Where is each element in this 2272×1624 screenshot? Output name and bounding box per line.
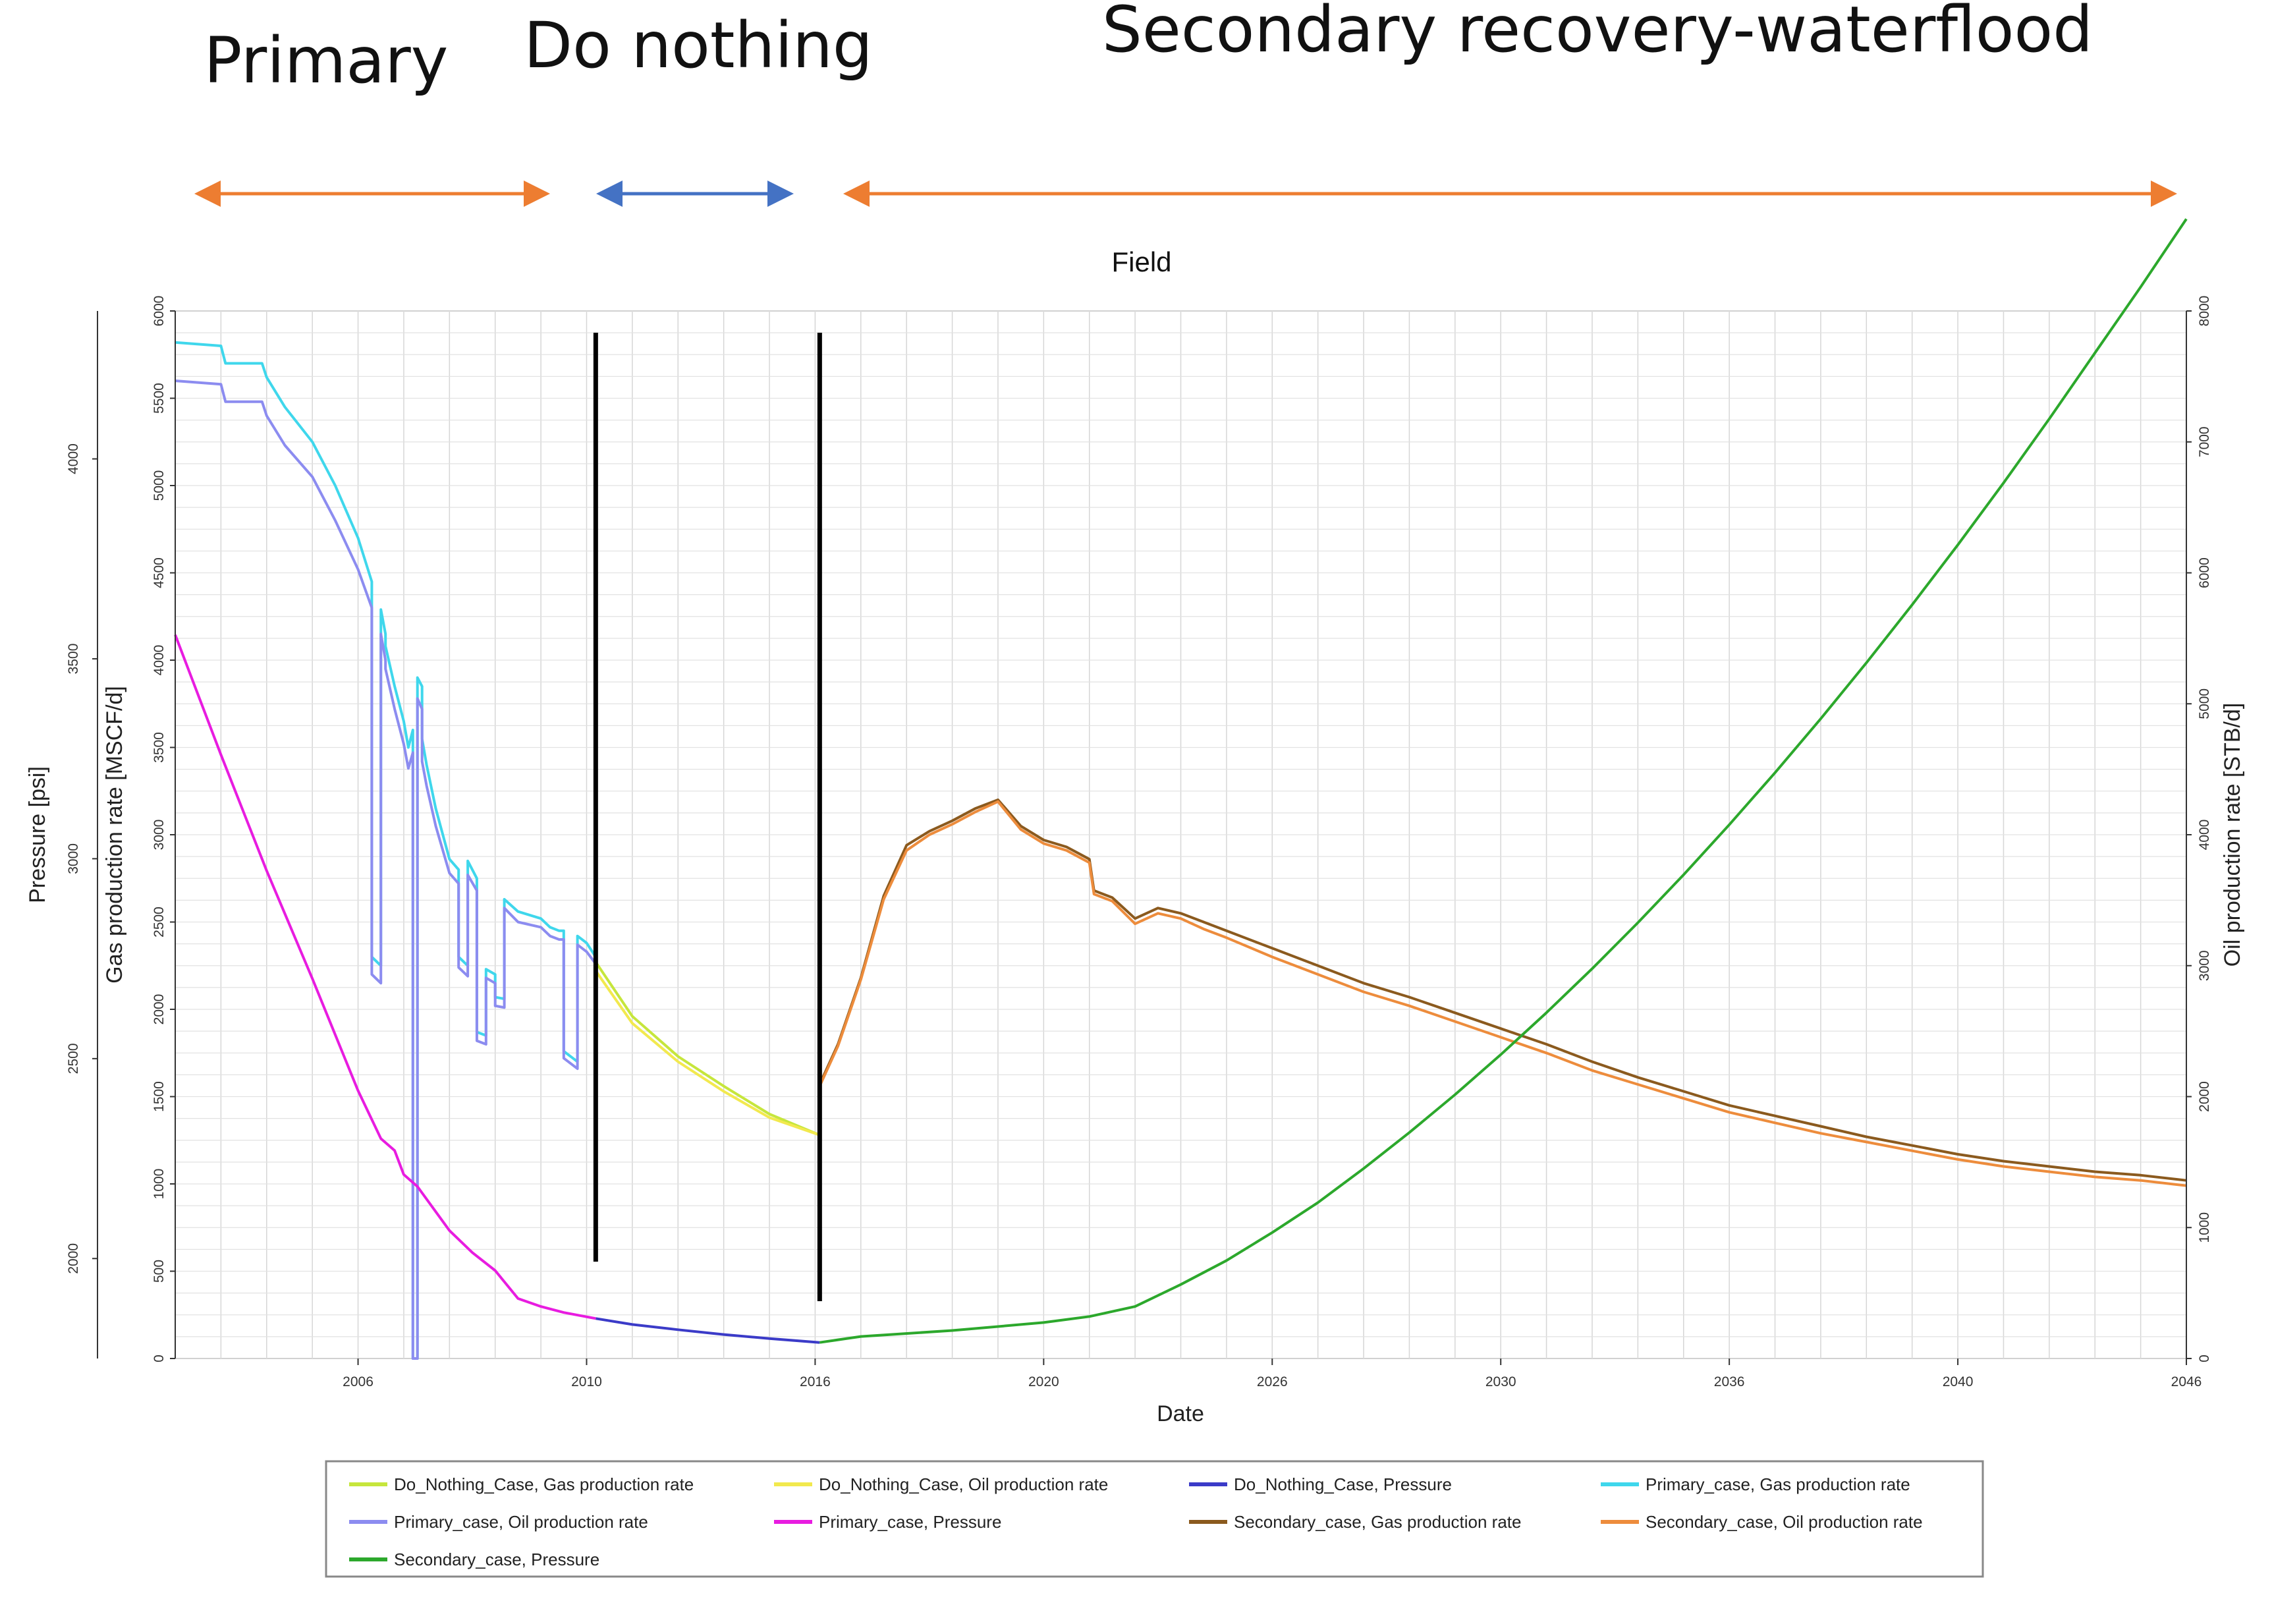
x-tick-label: 2036 — [1714, 1374, 1745, 1389]
gas-tick-label: 4500 — [152, 557, 167, 588]
x-tick-label: 2016 — [800, 1374, 831, 1389]
pressure-tick-label: 3000 — [66, 843, 81, 874]
oil-tick-label: 5000 — [2197, 688, 2212, 719]
x-tick-label: 2040 — [1943, 1374, 1974, 1389]
legend-label-secondary-case-pressure: Secondary_case, Pressure — [394, 1550, 599, 1569]
legend-label-do-nothing-case-oil-production-rate: Do_Nothing_Case, Oil production rate — [819, 1474, 1108, 1494]
grid — [175, 310, 2187, 1359]
series-layer — [174, 218, 2188, 1360]
series-line-do-nothing-case-oil-production-rate — [594, 970, 820, 1136]
x-tick-label: 2020 — [1028, 1374, 1059, 1389]
legend-label-secondary-case-oil-production-rate: Secondary_case, Oil production rate — [1646, 1512, 1923, 1532]
series-line-primary-case-gas-production-rate — [175, 341, 597, 1360]
gas-tick-label: 2000 — [152, 994, 167, 1025]
oil-tick-label: 8000 — [2197, 296, 2212, 327]
legend-label-primary-case-gas-production-rate: Primary_case, Gas production rate — [1646, 1474, 1910, 1494]
series-line-secondary-case-pressure — [819, 218, 2188, 1344]
gas-tick-label: 1500 — [152, 1081, 167, 1112]
pressure-tick-label: 3500 — [66, 644, 81, 675]
gas-tick-label: 4000 — [152, 645, 167, 676]
phase-label-do-nothing: Do nothing — [524, 9, 873, 82]
x-axis-title: Date — [1157, 1401, 1204, 1426]
chart-title: Field — [1111, 246, 1171, 277]
pressure-tick-label: 4000 — [66, 443, 81, 474]
gas-tick-label: 1000 — [152, 1169, 167, 1200]
series-line-primary-case-oil-production-rate — [175, 379, 597, 1360]
legend-label-do-nothing-case-pressure: Do_Nothing_Case, Pressure — [1234, 1474, 1452, 1494]
legend-label-secondary-case-gas-production-rate: Secondary_case, Gas production rate — [1234, 1512, 1521, 1532]
legend-label-primary-case-pressure: Primary_case, Pressure — [819, 1512, 1001, 1532]
legend-label-primary-case-oil-production-rate: Primary_case, Oil production rate — [394, 1512, 648, 1532]
gas-tick-label: 3000 — [152, 820, 167, 851]
series-line-do-nothing-case-pressure — [596, 1317, 820, 1344]
series-line-do-nothing-case-gas-production-rate — [594, 961, 821, 1136]
gas-tick-label: 6000 — [152, 296, 167, 327]
gas-tick-label: 2500 — [152, 907, 167, 938]
oil-tick-label: 3000 — [2197, 950, 2212, 981]
pressure-axis-title: Pressure [psi] — [25, 766, 50, 903]
gas-axis-title: Gas production rate [MSCF/d] — [102, 686, 127, 984]
oil-tick-label: 6000 — [2197, 557, 2212, 588]
oil-tick-label: 7000 — [2197, 426, 2212, 457]
x-tick-label: 2010 — [571, 1374, 602, 1389]
oil-tick-label: 2000 — [2197, 1081, 2212, 1112]
gas-tick-label: 500 — [152, 1260, 167, 1283]
legend: Do_Nothing_Case, Gas production rate Do_N… — [349, 1474, 1923, 1569]
gas-tick-label: 0 — [152, 1355, 167, 1362]
oil-tick-label: 4000 — [2197, 820, 2212, 851]
pressure-tick-label: 2000 — [66, 1243, 81, 1274]
gas-tick-label: 5500 — [152, 383, 167, 414]
gas-tick-label: 3500 — [152, 732, 167, 763]
gas-tick-label: 5000 — [152, 470, 167, 501]
x-tick-label: 2006 — [343, 1374, 374, 1389]
phase-label-primary: Primary — [204, 24, 449, 98]
oil-tick-label: 1000 — [2197, 1212, 2212, 1243]
x-tick-label: 2046 — [2171, 1374, 2202, 1389]
oil-axis-title: Oil production rate [STB/d] — [2220, 703, 2245, 967]
pressure-tick-label: 2500 — [66, 1043, 81, 1074]
x-tick-label: 2026 — [1257, 1374, 1288, 1389]
series-line-secondary-case-gas-production-rate — [818, 798, 2187, 1182]
x-tick-label: 2030 — [1485, 1374, 1516, 1389]
phase-label-secondary-recovery: Secondary recovery-waterflood — [1102, 0, 2093, 67]
series-line-secondary-case-oil-production-rate — [818, 800, 2187, 1187]
legend-box — [325, 1460, 1984, 1578]
series-line-primary-case-pressure — [174, 634, 596, 1320]
legend-label-do-nothing-case-gas-production-rate: Do_Nothing_Case, Gas production rate — [394, 1474, 694, 1494]
axis-ticks: 2006 2010 2016 2020 2026 2030 2036 2040 2046 0 500… — [66, 296, 2212, 1389]
oil-tick-label: 0 — [2197, 1355, 2212, 1362]
